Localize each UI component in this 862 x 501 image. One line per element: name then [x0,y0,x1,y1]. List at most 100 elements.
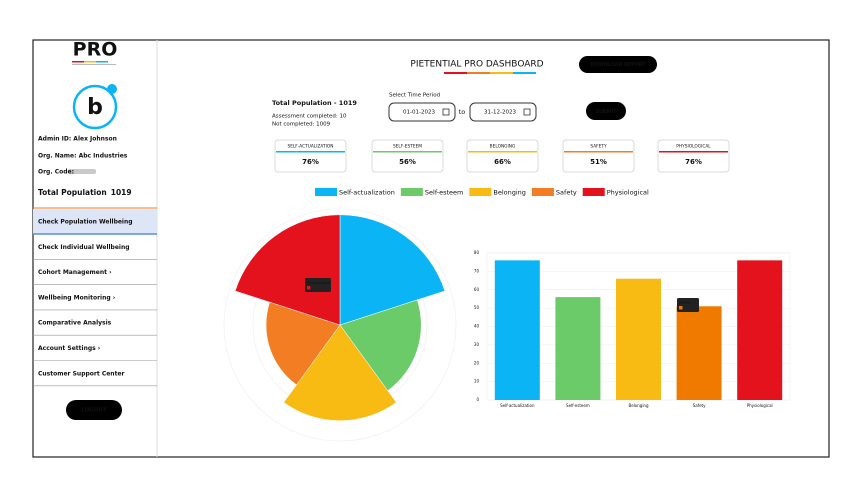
menu-item[interactable]: Wellbeing Monitoring › [38,294,116,301]
menu-item[interactable]: Check Individual Wellbeing [38,244,130,251]
y-tick-label: 60 [474,287,480,292]
card-accent [564,151,633,153]
legend-label: Safety [556,189,577,197]
total-population: Total Population - 1019 [272,99,357,107]
tooltip [305,278,331,292]
org-code: Org. Code: [38,169,74,176]
menu-item[interactable]: Cohort Management › [38,269,112,276]
legend-label: Self-actualization [339,189,395,197]
card [466,139,539,173]
polar-ring [223,208,457,442]
date-to[interactable] [469,102,537,122]
legend-label: Physiological [607,189,649,197]
polar-wedge [265,301,341,386]
bar [555,297,601,400]
y-tick-label: 0 [476,397,479,402]
menu-item[interactable]: Customer Support Center [38,370,125,377]
legend-label: Belonging [493,189,526,197]
card-value: 56% [399,158,416,166]
legend-swatch [315,188,337,196]
card-accent [373,151,442,153]
edit-avatar[interactable] [107,84,117,94]
dashboard-title: PIETENTIAL PRO DASHBOARD [410,60,543,70]
legend-swatch [469,188,492,196]
completed: Assessment completed: 10 [272,114,347,120]
card-label: BELONGING [490,144,516,150]
card-value: 76% [302,158,319,166]
x-tick-label: Self-actualization [500,403,535,408]
y-tick-label: 80 [474,250,480,255]
not-completed: Not completed: 1009 [272,122,331,128]
period-label: Select Time Period [389,93,440,99]
logout-label: LOGOUT [81,408,107,414]
legend-label: Self-esteem [425,189,463,197]
download-button[interactable] [579,56,657,73]
card-value: 51% [590,158,607,166]
polar-wedge [339,299,422,392]
card [657,139,730,173]
menu-item[interactable]: Check Population Wellbeing [38,219,133,226]
calendar-icon [442,108,450,116]
polar-wedge [283,324,397,421]
menu-item[interactable]: Comparative Analysis [38,320,112,327]
total-population-value: 1019 [111,188,132,197]
legend-swatch [582,188,605,196]
card-value: 66% [494,158,511,166]
card-accent [659,151,728,153]
card [371,139,444,173]
title-underline [444,72,536,74]
bar [616,278,661,400]
bar [494,260,540,400]
polar-wedge [234,214,341,326]
logo-colors [72,61,116,65]
logout-button[interactable] [66,400,122,420]
card [274,139,347,173]
card [562,139,635,173]
logo: PRO [73,39,118,61]
card-label: SAFETY [590,144,607,150]
avatar [72,84,118,130]
legend-swatch [400,188,423,196]
x-tick-label: Belonging [628,403,648,408]
content: PRO Admin ID: Alex Johnson Org. Name: Abc … [33,39,791,442]
tooltip-label: Safety [679,301,691,305]
y-tick-label: 30 [474,342,480,347]
avatar-letter: b [87,95,103,120]
menu-item[interactable]: Account Settings › [38,345,101,352]
x-tick-label: Safety [693,403,706,408]
submit-label: SUBMIT [596,109,618,115]
org-name: Org. Name: Abc Industries [38,153,128,160]
x-tick-label: Self-esteem [566,403,590,408]
to-label: to [459,108,466,116]
bar [676,306,722,400]
y-tick-label: 10 [474,379,480,384]
polar-wedge [339,214,446,326]
admin-id: Admin ID: Alex Johnson [38,136,117,143]
tooltip-swatch [679,306,683,310]
card-label: PHYSIOLOGICAL [676,144,711,150]
date-from[interactable] [388,102,456,122]
total-population-label: Total Population [38,188,107,197]
card-label: SELF-ACTUALIZATION [287,144,333,150]
date-from-value: 01-01-2023 [403,110,435,116]
calendar-icon [523,108,531,116]
card-accent [468,151,537,153]
card-label: SELF-ESTEEM [393,144,422,150]
card-accent [276,151,345,153]
x-tick-label: Physiological [747,403,773,408]
download-label: DOWNLOAD REPORT [591,62,647,68]
tooltip-label: Physiological [307,281,330,285]
legend-swatch [531,188,554,196]
tooltip-swatch [307,286,311,290]
org-code-blur [68,169,96,174]
submit-button[interactable] [586,102,626,120]
date-to-value: 31-12-2023 [484,110,516,116]
card-value: 76% [685,158,702,166]
y-tick-label: 40 [474,324,480,329]
menu-active-bg [33,209,157,234]
bar [737,260,783,400]
y-tick-label: 20 [474,360,480,365]
y-tick-label: 70 [474,268,480,273]
